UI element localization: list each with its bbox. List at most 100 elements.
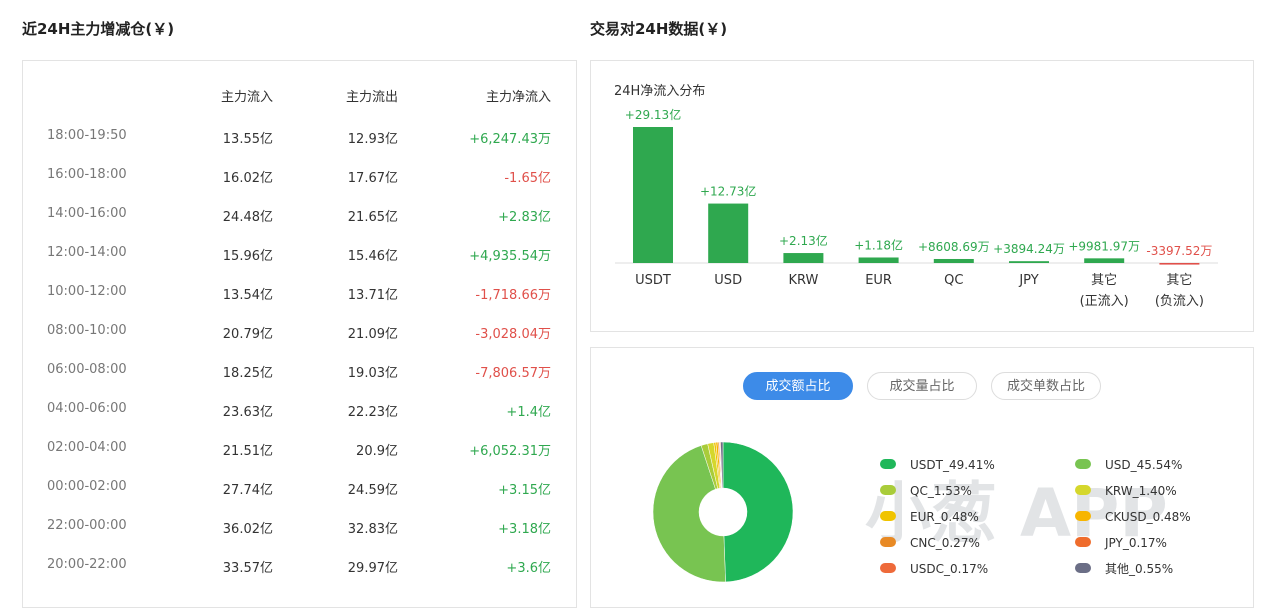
net-cell: +3.15亿 (498, 483, 551, 498)
value-cell: 21.51亿 (222, 444, 273, 459)
legend-label: USDT_49.41% (910, 458, 995, 472)
value-label: +8608.69万 (918, 240, 990, 254)
tab-button[interactable]: 成交额占比 (743, 372, 853, 400)
table-header: 主力流出 (345, 90, 398, 105)
legend-swatch (1075, 459, 1091, 469)
time-cell: 06:00-08:00 (47, 362, 127, 377)
legend-swatch (1075, 537, 1091, 547)
net-cell: -1.65亿 (504, 171, 551, 186)
right-title: 交易对24H数据(￥) (590, 20, 728, 38)
net-cell: -7,806.57万 (475, 366, 551, 381)
legend-swatch (880, 537, 896, 547)
value-cell: 21.65亿 (347, 210, 398, 225)
legend-swatch (880, 563, 896, 573)
time-cell: 16:00-18:00 (47, 167, 127, 182)
legend-swatch (880, 511, 896, 521)
value-cell: 29.97亿 (347, 561, 398, 576)
time-cell: 10:00-12:00 (47, 284, 127, 299)
bar (708, 203, 749, 263)
value-label: +2.13亿 (779, 233, 828, 248)
value-label: +9981.97万 (1068, 239, 1140, 253)
legend-label: KRW_1.40% (1105, 484, 1177, 498)
time-cell: 20:00-22:00 (47, 557, 127, 572)
value-cell: 20.79亿 (222, 327, 273, 342)
time-cell: 14:00-16:00 (47, 206, 127, 221)
legend-label: JPY_0.17% (1104, 536, 1167, 550)
value-cell: 21.09亿 (347, 327, 398, 342)
legend-label: CKUSD_0.48% (1105, 510, 1191, 524)
table-header: 主力净流入 (485, 90, 551, 105)
value-cell: 17.67亿 (347, 171, 398, 186)
time-cell: 02:00-04:00 (47, 440, 127, 455)
category-label: KRW (788, 273, 819, 288)
category-label: JPY (1019, 273, 1039, 288)
legend-swatch (880, 459, 896, 469)
bar (783, 253, 824, 263)
category-label: 其它 (负流入) (1154, 273, 1204, 309)
value-cell: 13.55亿 (222, 132, 273, 147)
value-cell: 13.54亿 (222, 288, 273, 303)
value-cell: 27.74亿 (222, 483, 273, 498)
value-cell: 24.59亿 (347, 483, 398, 498)
bar-title: 24H净流入分布 (614, 84, 706, 99)
value-label: +3894.24万 (993, 242, 1065, 256)
legend-swatch (880, 485, 896, 495)
net-cell: +6,052.31万 (469, 444, 551, 459)
value-cell: 19.03亿 (347, 366, 398, 381)
bar (1084, 258, 1125, 263)
value-cell: 32.83亿 (347, 522, 398, 537)
bar (1159, 263, 1200, 265)
category-label: 其它 (正流入) (1079, 273, 1129, 309)
legend-swatch (1075, 485, 1091, 495)
bar (1009, 261, 1049, 263)
category-label: QC (944, 273, 964, 288)
tab-button[interactable]: 成交量占比 (867, 372, 977, 400)
value-label: -3397.52万 (1146, 244, 1212, 258)
value-label: +12.73亿 (700, 184, 756, 199)
value-cell: 22.23亿 (347, 405, 398, 420)
left-title: 近24H主力增减仓(￥) (22, 20, 175, 38)
value-cell: 16.02亿 (222, 171, 273, 186)
tab-button[interactable]: 成交单数占比 (991, 372, 1101, 400)
bar (933, 258, 974, 263)
legend-label: USDC_0.17% (910, 562, 988, 576)
pie-slice (722, 441, 794, 583)
time-cell: 12:00-14:00 (47, 245, 127, 260)
legend-swatch (1075, 511, 1091, 521)
net-cell: +6,247.43万 (469, 132, 551, 147)
value-cell: 33.57亿 (222, 561, 273, 576)
legend-label: EUR_0.48% (910, 510, 979, 524)
value-cell: 13.71亿 (347, 288, 398, 303)
legend-label: CNC_0.27% (910, 536, 980, 550)
value-label: +1.18亿 (854, 237, 903, 252)
time-cell: 00:00-02:00 (47, 479, 127, 494)
bar-panel (590, 60, 1254, 332)
value-cell: 18.25亿 (222, 366, 273, 381)
time-cell: 22:00-00:00 (47, 518, 127, 533)
time-cell: 08:00-10:00 (47, 323, 127, 338)
value-cell: 20.9亿 (356, 444, 398, 459)
legend-swatch (1075, 563, 1091, 573)
table-header: 主力流入 (220, 90, 273, 105)
value-label: +29.13亿 (625, 107, 681, 122)
legend-label: USD_45.54% (1105, 458, 1182, 472)
time-cell: 18:00-19:50 (47, 128, 127, 143)
pie-panel (590, 347, 1254, 608)
value-cell: 15.46亿 (347, 249, 398, 264)
net-cell: +3.18亿 (498, 522, 551, 537)
pie-slice (652, 445, 726, 583)
value-cell: 15.96亿 (222, 249, 273, 264)
net-cell: +1.4亿 (506, 405, 551, 420)
legend-label: 其他_0.55% (1105, 562, 1173, 576)
value-cell: 23.63亿 (222, 405, 273, 420)
table-panel (22, 60, 577, 608)
net-cell: -3,028.04万 (475, 327, 551, 342)
value-cell: 12.93亿 (347, 132, 398, 147)
legend-label: QC_1.53% (910, 484, 972, 498)
pie-slice (720, 441, 724, 489)
category-label: USDT (635, 273, 671, 288)
value-cell: 36.02亿 (222, 522, 273, 537)
category-label: USD (714, 273, 743, 288)
